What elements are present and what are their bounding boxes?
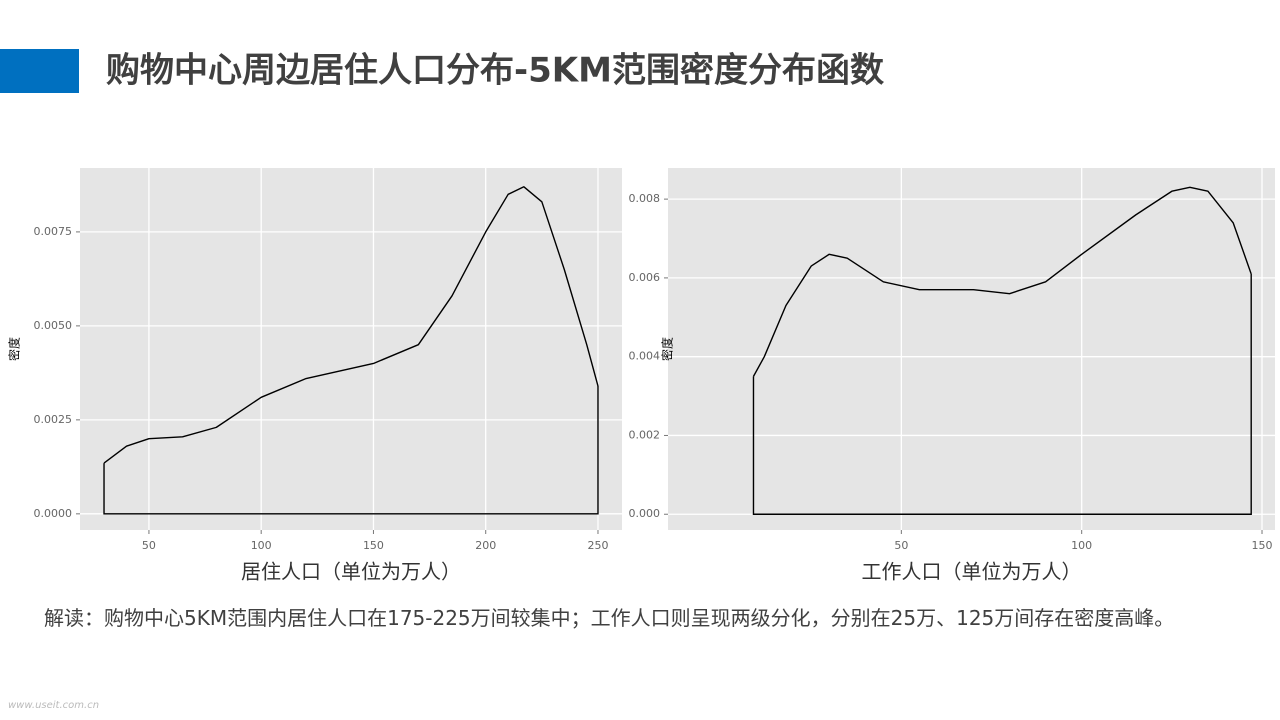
x-tick-label: 50: [894, 539, 908, 552]
y-axis-label: 密度: [7, 337, 22, 361]
x-tick-label: 100: [1071, 539, 1092, 552]
x-tick-label: 150: [1252, 539, 1273, 552]
plot-background: [668, 168, 1275, 530]
y-tick-label: 0.0050: [34, 319, 73, 332]
x-axis-label: 工作人口（单位为万人）: [862, 560, 1082, 584]
x-tick-label: 200: [475, 539, 496, 552]
y-tick-label: 0.0025: [34, 413, 73, 426]
watermark: www.useit.com.cn: [8, 700, 99, 711]
description: 解读：购物中心5KM范围内居住人口在175-225万间较集中；工作人口则呈现两级…: [44, 606, 1175, 630]
x-axis-label: 居住人口（单位为万人）: [241, 560, 461, 584]
x-tick-label: 100: [251, 539, 272, 552]
y-axis-label: 密度: [660, 337, 675, 361]
y-tick-label: 0.0075: [34, 225, 73, 238]
y-tick-label: 0.004: [629, 350, 661, 363]
plot-background: [80, 168, 622, 530]
y-tick-label: 0.008: [629, 192, 661, 205]
density-line: [103, 186, 599, 464]
x-tick-label: 150: [363, 539, 384, 552]
y-tick-label: 0.0000: [34, 507, 73, 520]
x-tick-label: 250: [587, 539, 608, 552]
slide-title: 购物中心周边居住人口分布-5KM范围密度分布函数: [106, 51, 884, 91]
density-outline: [103, 386, 599, 515]
density-line: [752, 186, 1252, 377]
title-accent: [0, 49, 79, 93]
y-tick-label: 0.002: [629, 428, 661, 441]
y-tick-label: 0.000: [629, 507, 661, 520]
y-tick-label: 0.006: [629, 271, 661, 284]
density-outline: [752, 273, 1252, 515]
x-tick-label: 50: [142, 539, 156, 552]
